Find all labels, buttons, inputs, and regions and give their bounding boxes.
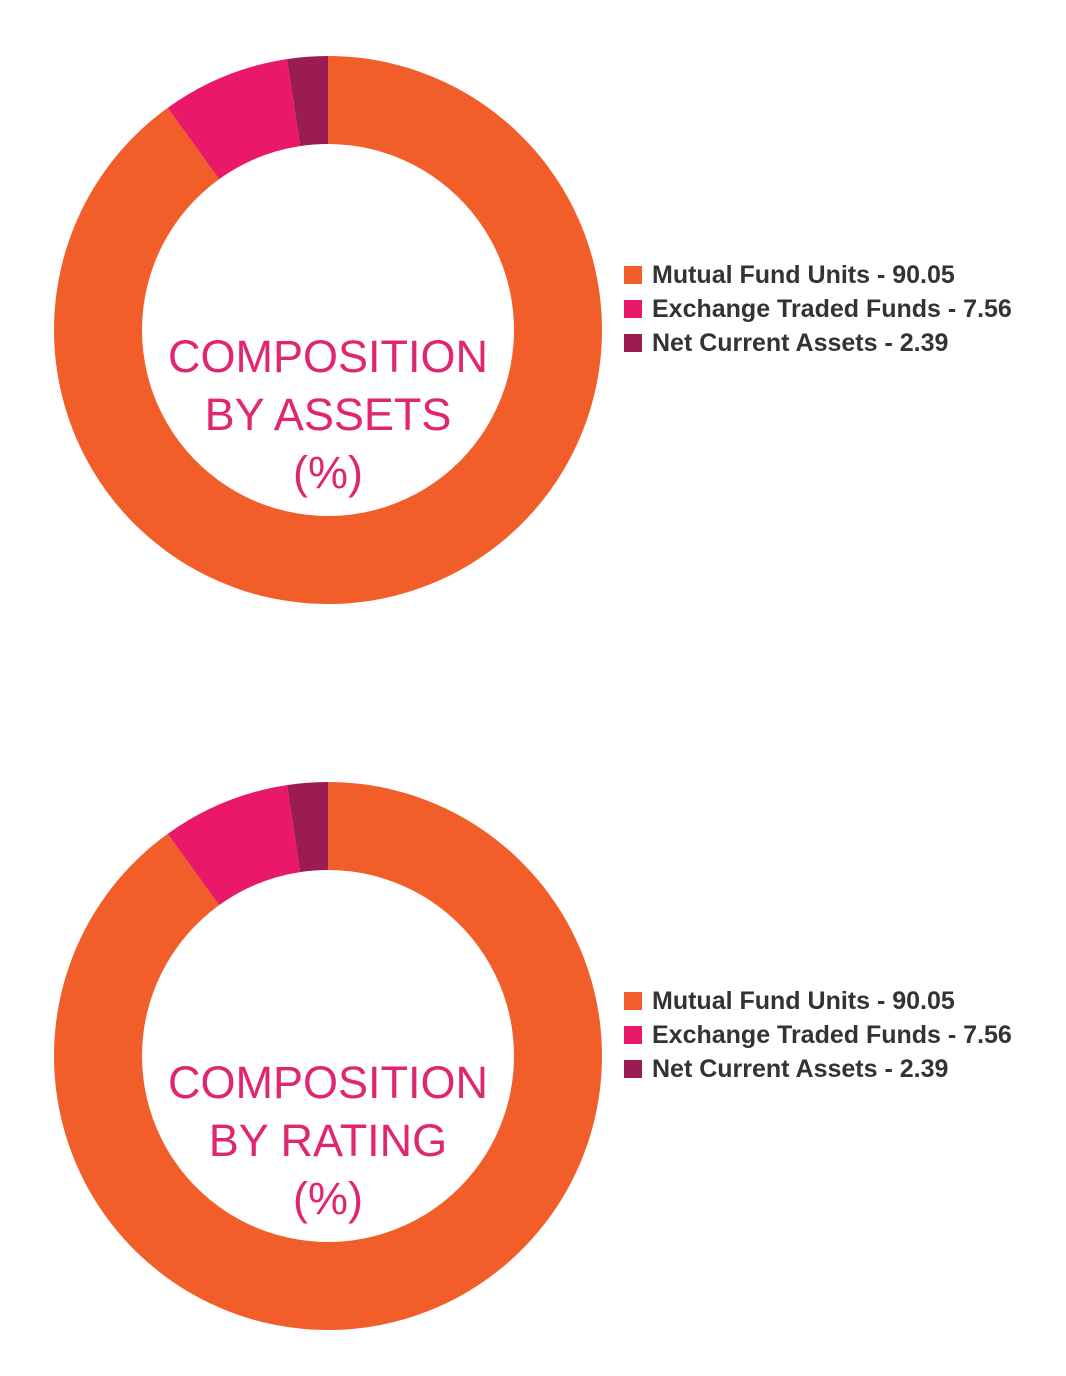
- chart-legend: Mutual Fund Units - 90.05 Exchange Trade…: [624, 984, 1054, 1086]
- legend-label-exchange-traded-funds: Exchange Traded Funds - 7.56: [652, 1020, 1012, 1049]
- chart-center-title: COMPOSITION BY ASSETS (%): [128, 328, 528, 502]
- title-line-2: BY ASSETS: [204, 389, 452, 440]
- donut-slice-exchange-traded-funds: [167, 785, 301, 906]
- legend-swatch-exchange-traded-funds: [624, 1026, 642, 1044]
- legend-swatch-exchange-traded-funds: [624, 300, 642, 318]
- legend-swatch-net-current-assets: [624, 1060, 642, 1078]
- legend-item-mutual-fund-units: Mutual Fund Units - 90.05: [624, 258, 1054, 292]
- composition-by-rating-chart: COMPOSITION BY RATING (%) Mutual Fund Un…: [0, 774, 1066, 1334]
- legend-item-net-current-assets: Net Current Assets - 2.39: [624, 326, 1054, 360]
- legend-item-mutual-fund-units: Mutual Fund Units - 90.05: [624, 984, 1054, 1018]
- donut-slice-mutual-fund-units: [53, 56, 602, 604]
- title-line-2: BY RATING: [208, 1115, 448, 1166]
- legend-item-exchange-traded-funds: Exchange Traded Funds - 7.56: [624, 292, 1054, 326]
- legend-swatch-mutual-fund-units: [624, 266, 642, 284]
- donut-slice-exchange-traded-funds: [167, 59, 301, 180]
- donut-slice-net-current-assets: [287, 782, 328, 873]
- donut-chart-rating: [53, 782, 602, 1330]
- legend-label-mutual-fund-units: Mutual Fund Units - 90.05: [652, 986, 955, 1015]
- donut-slice-net-current-assets: [287, 56, 328, 147]
- donut-chart-assets: [53, 56, 602, 604]
- legend-item-net-current-assets: Net Current Assets - 2.39: [624, 1052, 1054, 1086]
- title-line-3: (%): [293, 1173, 363, 1224]
- legend-item-exchange-traded-funds: Exchange Traded Funds - 7.56: [624, 1018, 1054, 1052]
- donut-slice-mutual-fund-units: [53, 782, 602, 1330]
- chart-center-title: COMPOSITION BY RATING (%): [128, 1054, 528, 1228]
- title-line-1: COMPOSITION: [167, 1057, 488, 1108]
- composition-by-assets-chart: COMPOSITION BY ASSETS (%) Mutual Fund Un…: [0, 48, 1066, 608]
- chart-legend: Mutual Fund Units - 90.05 Exchange Trade…: [624, 258, 1054, 360]
- title-line-1: COMPOSITION: [167, 331, 488, 382]
- legend-swatch-mutual-fund-units: [624, 992, 642, 1010]
- title-line-3: (%): [293, 447, 363, 498]
- legend-label-exchange-traded-funds: Exchange Traded Funds - 7.56: [652, 294, 1012, 323]
- legend-label-mutual-fund-units: Mutual Fund Units - 90.05: [652, 260, 955, 289]
- legend-label-net-current-assets: Net Current Assets - 2.39: [652, 1054, 949, 1083]
- legend-label-net-current-assets: Net Current Assets - 2.39: [652, 328, 949, 357]
- legend-swatch-net-current-assets: [624, 334, 642, 352]
